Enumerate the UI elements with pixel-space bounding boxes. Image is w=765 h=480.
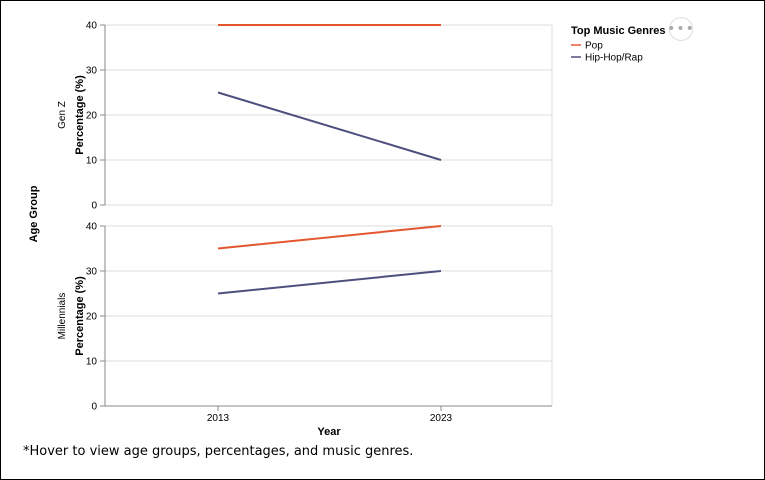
facet-label: Millennials (57, 293, 68, 340)
y-tick-label: 40 (86, 222, 98, 233)
y-tick-label: 30 (86, 267, 98, 278)
series-line-hip-hop-rap (217, 270, 442, 295)
series-line-pop (217, 225, 442, 250)
y-tick-label: 30 (86, 66, 98, 77)
facet-panel-gen-z: 0 10 20 30 40 Percentage (%) Gen Z (57, 21, 553, 212)
x-tick-label: 2023 (430, 413, 453, 424)
y-tick-label: 0 (91, 402, 97, 413)
y-tick-label: 10 (86, 156, 98, 167)
legend-label: Hip-Hop/Rap (585, 53, 643, 64)
y-tick-label: 0 (91, 201, 97, 212)
y-axis-title: Percentage (%) (74, 276, 86, 356)
y-axis-title: Percentage (%) (74, 75, 86, 155)
actions-menu-button[interactable]: ••• (667, 17, 695, 41)
facet-label: Gen Z (57, 101, 68, 129)
footnote: *Hover to view age groups, percentages, … (23, 444, 414, 459)
facet-panel-millennials: 0 10 20 30 40 Percentage (%) Millennials (57, 222, 553, 413)
y-tick-label: 40 (86, 21, 98, 32)
row-title: Age Group (28, 185, 40, 242)
y-tick-label: 20 (86, 111, 98, 122)
x-axis-title: Year (317, 426, 341, 438)
legend-title: Top Music Genres (571, 25, 666, 37)
y-tick-label: 20 (86, 312, 98, 323)
y-tick-label: 10 (86, 357, 98, 368)
ellipsis-icon: ••• (667, 21, 695, 37)
series-line-hip-hop-rap (217, 91, 442, 161)
x-tick-label: 2013 (207, 413, 230, 424)
legend-label: Pop (585, 41, 603, 52)
